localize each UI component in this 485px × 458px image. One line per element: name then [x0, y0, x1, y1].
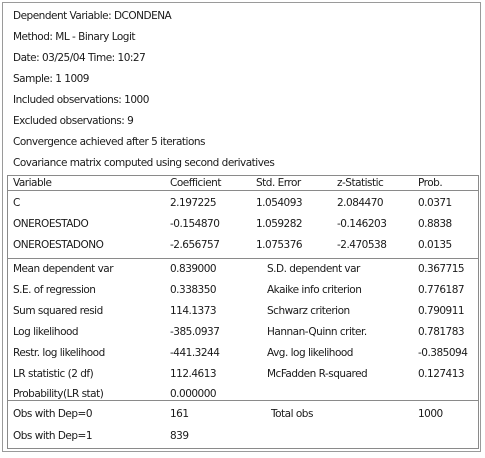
- stat-label: LR statistic (2 df): [13, 368, 94, 380]
- stat-value: 0.127413: [418, 368, 465, 380]
- header-line: Included observations: 1000: [13, 94, 149, 106]
- stat-label: Restr. log likelihood: [13, 347, 105, 359]
- coefficient-value: 2.197225: [170, 197, 217, 209]
- column-header: z-Statistic: [337, 177, 384, 189]
- divider: [7, 175, 479, 176]
- column-header: Prob.: [418, 177, 443, 189]
- column-header: Std. Error: [256, 177, 301, 189]
- stat-label: Probability(LR stat): [13, 388, 104, 400]
- obs-value: 161: [170, 408, 189, 420]
- header-line: Method: ML - Binary Logit: [13, 31, 136, 43]
- stat-value: 0.781783: [418, 326, 465, 338]
- stat-label: Avg. log likelihood: [267, 347, 353, 359]
- z-statistic-value: -2.470538: [337, 239, 387, 251]
- header-line: Excluded observations: 9: [13, 115, 134, 127]
- stat-label: S.E. of regression: [13, 284, 96, 296]
- stat-label: Mean dependent var: [13, 263, 114, 275]
- stat-value: -0.385094: [418, 347, 468, 359]
- std-error-value: 1.054093: [256, 197, 303, 209]
- stat-value: 0.367715: [418, 263, 465, 275]
- stat-value: -441.3244: [170, 347, 220, 359]
- stat-value: 0.790911: [418, 305, 465, 317]
- prob-value: 0.8838: [418, 218, 452, 230]
- coefficient-value: -0.154870: [170, 218, 220, 230]
- column-header: Variable: [13, 177, 52, 189]
- stat-value: 0.000000: [170, 388, 217, 400]
- stat-label: Log likelihood: [13, 326, 79, 338]
- header-line: Covariance matrix computed using second …: [13, 157, 275, 169]
- stat-value: 0.839000: [170, 263, 217, 275]
- stat-label: Akaike info criterion: [267, 284, 362, 296]
- z-statistic-value: 2.084470: [337, 197, 384, 209]
- divider: [7, 400, 479, 401]
- stat-label: McFadden R-squared: [267, 368, 368, 380]
- z-statistic-value: -0.146203: [337, 218, 387, 230]
- table-outline: [7, 175, 479, 449]
- header-line: Dependent Variable: DCONDENA: [13, 10, 172, 22]
- stat-label: Hannan-Quinn criter.: [267, 326, 367, 338]
- obs-value: 839: [170, 430, 189, 442]
- stat-value: 114.1373: [170, 305, 217, 317]
- prob-value: 0.0135: [418, 239, 452, 251]
- obs-label: Obs with Dep=1: [13, 430, 93, 442]
- std-error-value: 1.075376: [256, 239, 303, 251]
- obs-label: Total obs: [271, 408, 313, 420]
- stat-value: 112.4613: [170, 368, 217, 380]
- std-error-value: 1.059282: [256, 218, 303, 230]
- divider: [7, 190, 479, 191]
- stat-value: -385.0937: [170, 326, 220, 338]
- coefficient-value: -2.656757: [170, 239, 220, 251]
- stat-label: Schwarz criterion: [267, 305, 350, 317]
- variable-name: ONEROESTADO: [13, 218, 89, 230]
- header-line: Sample: 1 1009: [13, 73, 90, 85]
- variable-name: ONEROESTADONO: [13, 239, 104, 251]
- stat-value: 0.776187: [418, 284, 465, 296]
- stat-label: Sum squared resid: [13, 305, 103, 317]
- variable-name: C: [13, 197, 20, 209]
- obs-value: 1000: [418, 408, 443, 420]
- stat-label: S.D. dependent var: [267, 263, 360, 275]
- header-line: Convergence achieved after 5 iterations: [13, 136, 206, 148]
- obs-label: Obs with Dep=0: [13, 408, 93, 420]
- divider: [7, 448, 479, 449]
- header-line: Date: 03/25/04 Time: 10:27: [13, 52, 146, 64]
- stat-value: 0.338350: [170, 284, 217, 296]
- output-panel: [2, 2, 481, 452]
- column-header: Coefficient: [170, 177, 221, 189]
- prob-value: 0.0371: [418, 197, 452, 209]
- divider: [7, 258, 479, 259]
